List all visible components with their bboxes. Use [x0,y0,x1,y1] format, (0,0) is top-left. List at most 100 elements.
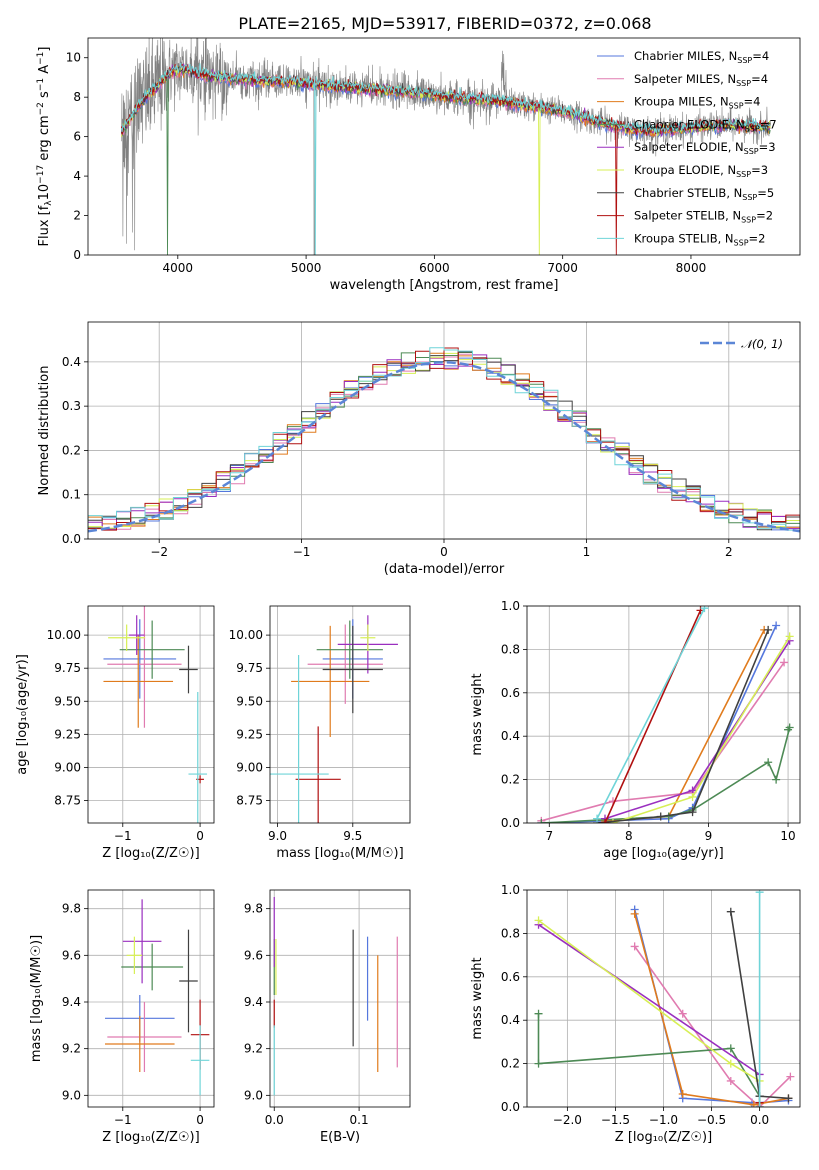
mass-weight-point-kroupa-stelib [755,1103,764,1107]
x-tick-label: 1 [583,545,591,559]
y-axis-label-part: −2 [36,102,46,115]
plot-area [105,899,210,1096]
x-tick-label: 8000 [676,261,707,275]
y-tick-label: 9.8 [244,902,263,916]
legend-entry-sub: SSP [742,193,757,202]
y-tick-label: 0.0 [62,532,81,546]
y-axis-label: mass [log₁₀(M/M☉)] [29,935,44,1062]
mass-weight-line-salpeter-miles [634,945,791,1107]
x-tick-label: −2.0 [553,1113,582,1127]
figure-title: PLATE=2165, MJD=53917, FIBERID=0372, z=0… [238,14,651,33]
x-tick-label: 7000 [547,261,578,275]
plot-area [120,38,771,255]
y-axis-label-part: A [37,65,52,78]
y-tick-label: 0.0 [501,816,520,830]
legend-entry: Chabrier MILES, NSSP=4 [634,49,769,65]
axes-frame [87,321,801,540]
y-tick-label: 9.2 [62,1042,81,1056]
y-tick-label: 0.0 [501,1100,520,1114]
x-tick-label: 9.5 [343,829,362,843]
legend-entry-end: =2 [756,209,773,223]
legend-entry-text: Kroupa ELODIE, N [634,163,736,177]
legend-entry-end: =3 [751,163,768,177]
y-axis-label-part: −17 [36,165,46,184]
y-tick-label: 9.75 [54,661,81,675]
mass-weight-point-kroupa-miles [630,909,639,918]
x-tick-label: 0 [196,1113,204,1127]
y-tick-label: 10.00 [229,628,263,642]
x-tick-label: 0 [196,829,204,843]
y-tick-label: 9.6 [244,948,263,962]
x-tick-label: 5000 [291,261,322,275]
plot-area [270,615,398,823]
x-tick-label: 7 [545,829,553,843]
y-axis-label-part: −1 [36,52,46,65]
x-tick-label: 0 [440,545,448,559]
legend-entry-end: =2 [749,231,766,245]
plot-area [273,897,398,1096]
legend-entry-sub: SSP [736,170,751,179]
legend-entry: Kroupa ELODIE, NSSP=3 [634,163,768,179]
legend-entry-sub: SSP [734,238,749,247]
x-axis-label: E(B-V) [320,1130,360,1145]
y-tick-label: 9.2 [244,1042,263,1056]
y-tick-label: 0.6 [501,686,520,700]
legend-entry-end: =5 [757,186,774,200]
y-axis-label-part: 10 [37,184,52,201]
mass-weight-vs-age-panel: 7 8 9 10 0.0 0.2 0.4 0.6 0.8 1.0 age [log₁₀(age/yr… [470,599,801,861]
x-axis-label: Z [log₁₀(Z/Z☉)] [615,1130,712,1145]
mass-weight-point-chabrier-elodie [534,1059,543,1068]
x-tick-label: −1.0 [649,1113,678,1127]
y-tick-label: 10.00 [47,628,81,642]
x-axis-label: Z [log₁₀(Z/Z☉)] [102,1130,199,1145]
mass-weight-line-salpeter-elodie [538,924,761,1076]
axes-frame [87,889,215,1108]
y-axis-label: mass weight [470,957,485,1039]
y-tick-label: 4 [73,169,81,183]
mass-weight-line-salpeter-miles [541,661,785,822]
normal-distribution-curve [88,361,800,533]
mass-weight-vs-metallicity-panel: −2.0 −1.5 −1.0 −0.5 0.0 0.0 0.2 0.4 0.6 0.8 1.0 Z [… [470,883,801,1145]
y-tick-label: 10 [66,51,81,65]
legend-entry-sub: SSP [736,79,751,88]
legend-entry: 𝒩(0, 1) [741,337,783,351]
y-tick-label: 1.0 [501,883,520,897]
mass-weight-point-kroupa-elodie [785,632,794,641]
y-tick-label: 8.75 [54,794,81,808]
legend-entry-sub: SSP [737,56,752,65]
mass-weight-line-kroupa-stelib [596,607,706,820]
y-axis-label-part: Flux [f [37,205,52,246]
mass-weight-point-salpeter-miles [726,1076,735,1085]
mass-weight-point-chabrier-elodie [784,725,793,734]
mass-weight-line-salpeter-stelib [604,609,702,823]
legend-entry-text: Salpeter MILES, N [634,72,736,86]
y-tick-label: 9.00 [236,760,263,774]
legend-entry-text: Chabrier STELIB, N [634,186,742,200]
y-tick-label: 0.3 [62,399,81,413]
mass-weight-point-chabrier-elodie [772,775,781,784]
legend-entry: Kroupa MILES, NSSP=4 [634,95,760,111]
x-tick-label: −0.5 [697,1113,726,1127]
y-tick-label: 6 [73,130,81,144]
y-tick-label: 9.0 [244,1088,263,1102]
axes-frame [87,605,215,824]
x-tick-label: 0.1 [350,1113,369,1127]
y-axis-label: age [log₁₀(age/yr)] [15,654,30,775]
legend-entry-end: =3 [759,140,776,154]
x-tick-label: 10 [780,829,795,843]
y-tick-label: 0.6 [501,970,520,984]
legend-entry-text: Salpeter STELIB, N [634,209,741,223]
mass-weight-point-kroupa-stelib [700,606,709,613]
spectrum-panel: 4000 5000 6000 7000 8000 0 2 4 6 8 10 wavelength [A… [36,37,801,293]
mass-weight-point-chabrier-stelib [656,812,665,821]
mass-weight-point-salpeter-miles [678,1009,687,1018]
y-tick-label: 9.8 [62,902,81,916]
residual-histogram-panel: −2 −1 0 1 2 0.0 0.1 0.2 0.3 0.4 (data-model)/error… [37,321,801,577]
plot-area [103,606,208,823]
mass-vs-metallicity-panel: −1 0 9.0 9.2 9.4 9.6 9.8 Z [log₁₀(Z/Z☉)] mass [l… [29,889,215,1145]
mass-weight-point-salpeter-miles [630,942,639,951]
mass-weight-point-salpeter-miles [786,1072,795,1081]
x-tick-label: 6000 [419,261,450,275]
y-tick-label: 9.4 [244,995,263,1009]
mass-weight-point-kroupa-stelib [755,890,764,897]
